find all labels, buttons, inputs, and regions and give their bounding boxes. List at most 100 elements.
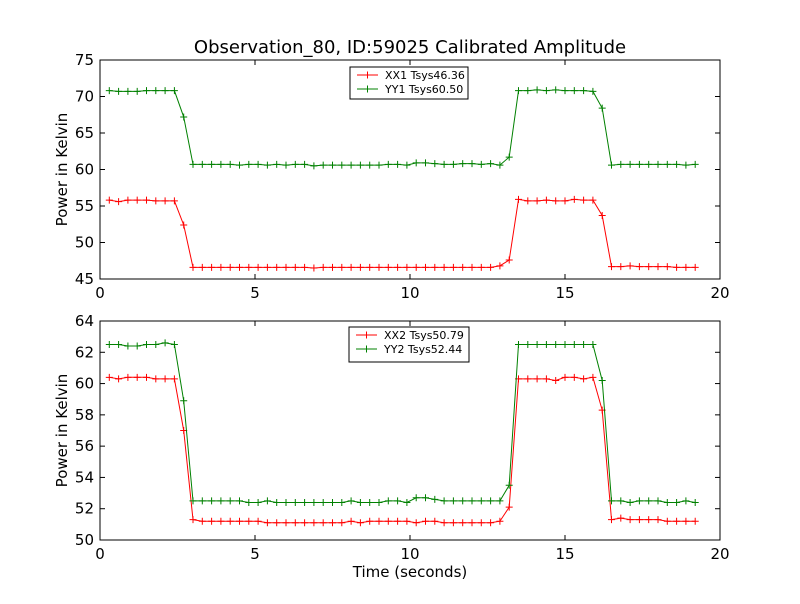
data-point-marker — [282, 263, 290, 271]
data-point-marker — [226, 160, 234, 168]
data-point-marker — [524, 340, 532, 348]
data-point-marker — [459, 497, 467, 505]
data-point-marker — [291, 160, 299, 168]
data-point-marker — [561, 87, 569, 95]
data-point-marker — [468, 160, 476, 168]
data-point-marker — [561, 340, 569, 348]
data-point-marker — [384, 517, 392, 525]
data-point-marker — [515, 195, 522, 203]
data-point-marker — [496, 517, 504, 525]
data-point-marker — [635, 516, 643, 524]
data-point-marker — [626, 160, 634, 168]
y-tick-label: 65 — [75, 124, 94, 142]
data-point-marker — [133, 342, 141, 350]
data-point-marker — [673, 517, 681, 525]
data-point-marker — [487, 263, 495, 271]
data-point-marker — [533, 197, 541, 205]
data-point-marker — [617, 497, 625, 505]
data-point-marker — [552, 340, 560, 348]
data-point-marker — [384, 160, 392, 168]
data-point-marker — [440, 497, 448, 505]
data-point-marker — [263, 519, 271, 527]
data-point-marker — [682, 497, 690, 505]
data-point-marker — [208, 160, 216, 168]
data-point-marker — [310, 264, 318, 272]
data-point-marker — [198, 263, 206, 271]
data-point-marker — [319, 498, 327, 506]
data-point-marker — [245, 160, 253, 168]
data-point-marker — [431, 495, 439, 503]
data-point-marker — [189, 516, 197, 524]
legend-marker — [363, 331, 370, 339]
data-point-marker — [459, 263, 467, 271]
data-point-marker — [673, 263, 681, 271]
data-point-marker — [459, 519, 467, 527]
data-point-marker — [394, 497, 402, 505]
data-point-marker — [329, 161, 336, 169]
y-tick-label: 54 — [75, 468, 94, 486]
data-point-marker — [226, 517, 234, 525]
data-point-marker — [226, 497, 234, 505]
data-point-marker — [673, 498, 681, 506]
data-point-marker — [552, 86, 560, 94]
data-point-marker — [673, 160, 681, 168]
data-point-marker — [645, 263, 653, 271]
data-point-marker — [645, 160, 653, 168]
data-point-marker — [608, 161, 615, 169]
data-point-marker — [217, 160, 225, 168]
data-point-marker — [598, 376, 606, 384]
data-point-marker — [198, 160, 206, 168]
data-point-marker — [170, 87, 178, 95]
data-point-marker — [254, 517, 262, 525]
data-point-marker — [496, 262, 504, 270]
data-point-marker — [329, 263, 336, 271]
data-point-marker — [570, 340, 578, 348]
data-point-marker — [301, 498, 309, 506]
data-point-marker — [273, 519, 281, 527]
data-point-marker — [254, 263, 262, 271]
data-point-marker — [152, 87, 160, 95]
data-point-marker — [422, 159, 429, 167]
data-point-marker — [189, 160, 197, 168]
data-point-marker — [515, 340, 522, 348]
data-point-marker — [236, 497, 243, 505]
legend-box — [348, 326, 470, 363]
data-point-marker — [236, 517, 243, 525]
data-point-marker — [198, 517, 206, 525]
y-tick-label: 52 — [75, 500, 94, 518]
data-point-marker — [170, 375, 178, 383]
data-point-marker — [580, 87, 588, 95]
data-point-marker — [682, 517, 690, 525]
data-point-marker — [542, 87, 550, 95]
data-point-marker — [542, 196, 550, 204]
data-point-marker — [533, 340, 541, 348]
data-point-marker — [143, 373, 150, 381]
data-point-marker — [663, 160, 671, 168]
data-point-marker — [515, 87, 522, 95]
y-tick-label: 50 — [75, 531, 94, 549]
data-point-marker — [524, 87, 532, 95]
data-point-marker — [152, 197, 160, 205]
data-point-marker — [440, 263, 448, 271]
data-point-marker — [152, 375, 160, 383]
data-point-marker — [161, 339, 169, 347]
data-point-marker — [412, 159, 420, 167]
data-point-marker — [570, 87, 578, 95]
data-point-marker — [449, 497, 457, 505]
data-point-marker — [366, 517, 374, 525]
data-point-marker — [589, 87, 597, 95]
data-point-marker — [115, 87, 123, 95]
data-point-marker — [645, 516, 653, 524]
data-point-marker — [208, 497, 216, 505]
data-point-marker — [347, 517, 355, 525]
data-point-marker — [691, 263, 699, 271]
data-point-marker — [505, 503, 513, 511]
data-point-marker — [263, 263, 271, 271]
data-point-marker — [468, 497, 476, 505]
data-point-marker — [319, 519, 327, 527]
x-tick-label: 10 — [400, 284, 419, 302]
data-point-marker — [663, 263, 671, 271]
data-point-marker — [496, 161, 504, 169]
data-point-marker — [552, 376, 560, 384]
